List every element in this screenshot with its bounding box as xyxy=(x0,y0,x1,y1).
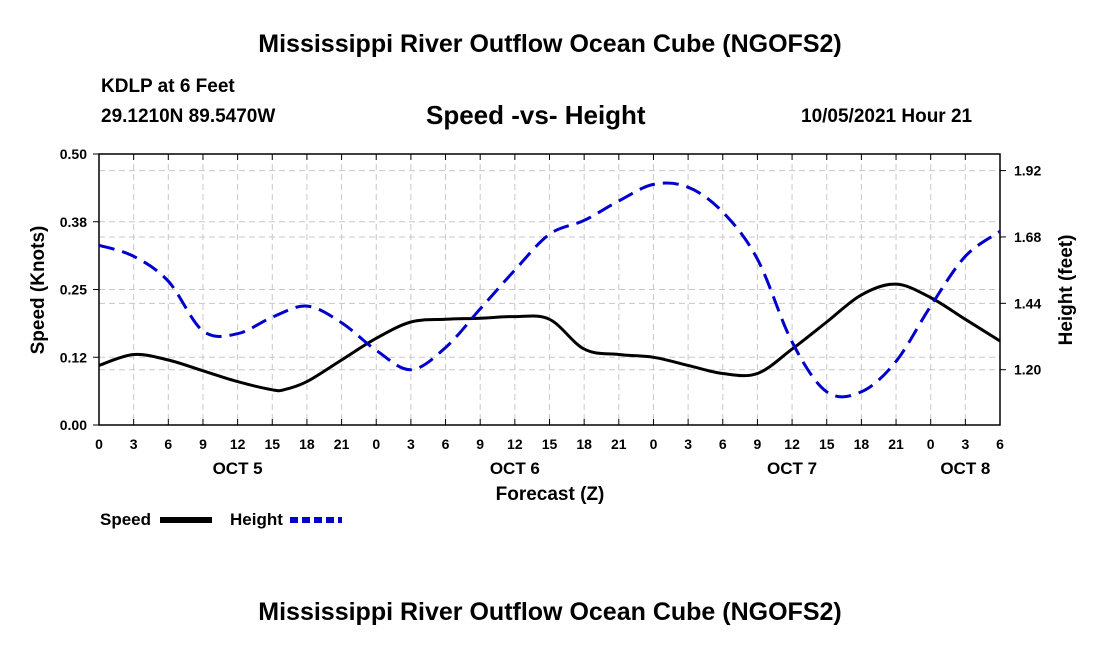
x-tick-label: 15 xyxy=(819,436,835,452)
y2-tick-label: 1.20 xyxy=(1014,362,1041,378)
x-tick-label: 0 xyxy=(927,436,935,452)
x-tick-label: 12 xyxy=(784,436,800,452)
legend: Speed Height xyxy=(100,510,342,529)
y2-tick-label: 1.68 xyxy=(1014,229,1041,245)
station-label: KDLP at 6 Feet xyxy=(101,76,235,97)
x-tick-label: 18 xyxy=(576,436,592,452)
x-tick-label: 3 xyxy=(130,436,138,452)
x-tick-label: 3 xyxy=(961,436,969,452)
grid-lines xyxy=(99,154,1000,425)
x-tick-label: 12 xyxy=(507,436,523,452)
y2-tick-label: 1.44 xyxy=(1014,295,1041,311)
y-axis-label: Speed (Knots) xyxy=(28,226,49,355)
footer-title: Mississippi River Outflow Ocean Cube (NG… xyxy=(258,598,842,626)
y-tick-label: 0.00 xyxy=(60,417,87,433)
x-tick-label: 12 xyxy=(230,436,246,452)
x-tick-label: 9 xyxy=(476,436,484,452)
legend-speed-label: Speed xyxy=(100,510,151,529)
x-tick-label: 21 xyxy=(334,436,350,452)
x-tick-label: 0 xyxy=(95,436,103,452)
x-day-label: OCT 5 xyxy=(213,459,263,478)
x-tick-label: 9 xyxy=(199,436,207,452)
y-tick-label: 0.50 xyxy=(60,146,87,162)
chart-title: Mississippi River Outflow Ocean Cube (NG… xyxy=(258,30,842,58)
station-coordinates: 29.1210N 89.5470W xyxy=(101,106,276,127)
x-day-label: OCT 6 xyxy=(490,459,540,478)
x-tick-label: 18 xyxy=(299,436,315,452)
y2-axis-label: Height (feet) xyxy=(1056,235,1077,346)
y2-tick-label: 1.92 xyxy=(1014,163,1041,179)
series-lines xyxy=(98,181,1001,399)
y-tick-label: 0.12 xyxy=(60,349,87,365)
x-tick-label: 15 xyxy=(542,436,558,452)
axes: 0 3 6 9 12 15 18 21 0 3 6 9 12 15 18 21 0 3 6 9 12 15 18 21 0 3 6O… xyxy=(60,146,1042,478)
x-tick-label: 21 xyxy=(888,436,904,452)
x-axis-label: Forecast (Z) xyxy=(496,484,605,505)
x-tick-label: 9 xyxy=(754,436,762,452)
x-tick-label: 3 xyxy=(684,436,692,452)
forecast-datetime: 10/05/2021 Hour 21 xyxy=(801,106,973,127)
x-day-label: OCT 8 xyxy=(940,459,990,478)
x-tick-label: 6 xyxy=(164,436,172,452)
speed-series-line xyxy=(98,282,1001,393)
y-tick-label: 0.38 xyxy=(60,214,87,230)
x-tick-label: 6 xyxy=(996,436,1004,452)
x-tick-label: 15 xyxy=(264,436,280,452)
x-tick-label: 0 xyxy=(650,436,658,452)
legend-height-label: Height xyxy=(230,510,283,529)
x-day-label: OCT 7 xyxy=(767,459,817,478)
x-tick-label: 6 xyxy=(719,436,727,452)
x-tick-label: 6 xyxy=(442,436,450,452)
x-tick-label: 18 xyxy=(854,436,870,452)
x-tick-label: 3 xyxy=(407,436,415,452)
chart-subtitle: Speed -vs- Height xyxy=(426,100,646,130)
x-tick-label: 0 xyxy=(372,436,380,452)
y-tick-label: 0.25 xyxy=(60,282,87,298)
x-tick-label: 21 xyxy=(611,436,627,452)
